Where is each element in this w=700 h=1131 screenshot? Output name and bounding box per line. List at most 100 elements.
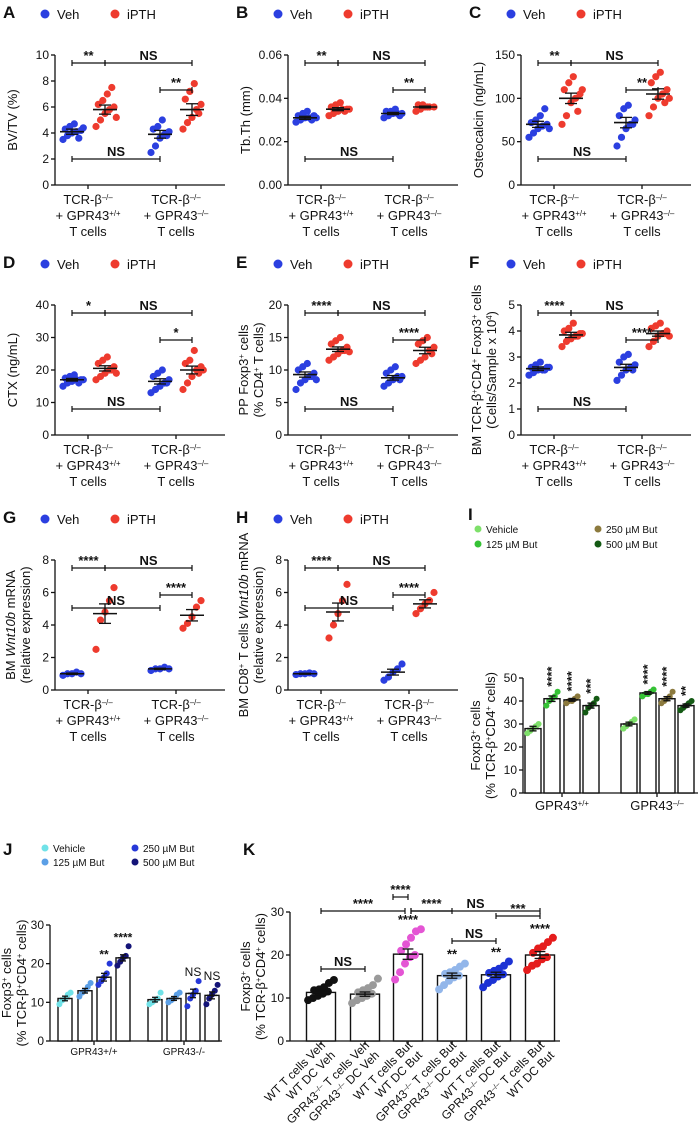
bar-group: ** [677,685,695,794]
data-point [617,371,626,379]
text-segment: –/– [431,209,443,218]
x-tick-label: + GPR43–/– [377,208,442,223]
text-segment: –/– [190,443,202,452]
data-group [92,353,120,384]
data-point [574,693,581,700]
x-tick-label: + GPR43–/– [377,713,442,728]
legend-marker-veh [506,9,516,19]
y-tick-label: 30 [36,331,50,345]
significance-bracket: **** [410,896,453,914]
text-segment: –/– [423,698,435,707]
significance-label: NS [107,144,125,159]
bar [658,698,676,794]
data-point [176,989,183,996]
data-point [197,100,205,108]
data-point [504,957,513,966]
panel-letter: C [469,3,481,22]
text-segment: TCR-β [296,442,335,457]
data-point [96,116,105,124]
text-segment: T cells [69,224,107,239]
bar-group: **** [658,666,676,794]
data-group [380,363,406,390]
x-tick-label: TCR-β–/– [617,192,667,207]
y-tick-label: 0.04 [259,91,283,105]
significance-bracket: **** [390,882,412,900]
significance-label: NS [573,144,591,159]
x-tick-label: TCR-β–/– [384,697,434,712]
significance-label: NS [334,954,352,969]
text-segment: cells [468,700,483,730]
significance-bracket: NS [104,553,193,571]
bar [115,957,131,1042]
text-segment: –/– [190,698,202,707]
data-point [593,695,600,702]
legend-label-ipth: iPTH [127,7,156,22]
text-segment: + [0,977,9,982]
legend-marker-ipth [110,9,120,19]
data-group [645,319,673,351]
text-segment: –/– [656,443,668,452]
significance-bracket: NS [570,48,659,66]
text-segment: + [15,984,24,989]
bar [563,699,581,794]
data-point [329,975,338,984]
data-point [543,702,550,709]
data-point [67,989,74,996]
bar-group: **** [563,670,581,794]
bar-group: ** [435,947,469,1042]
y-axis-label: PP Foxp3+ cells [236,324,251,416]
significance-bracket: ** [392,75,426,93]
data-point [373,974,382,983]
x-tick-label: TCR-β–/– [151,697,201,712]
data-point [650,686,657,693]
data-point [70,120,78,128]
text-segment: GPR43 [535,798,578,813]
legend-label: Vehicle [53,844,86,855]
data-point [688,698,695,704]
significance-bracket: **** [71,553,106,571]
text-segment: Osteocalcin (ng/mL) [471,62,486,178]
legend-label-veh: Veh [57,257,79,272]
data-point [105,597,114,605]
data-point [303,359,311,368]
data-point [188,372,196,381]
data-point [103,90,111,98]
significance-label: ** [404,75,415,90]
data-group [558,319,586,351]
text-segment: + GPR43 [288,208,342,223]
panel-letter: K [243,840,256,859]
x-tick-label: T cells [157,474,195,489]
data-point [582,709,589,716]
significance-label: **** [353,896,374,911]
significance-label: NS [107,593,125,608]
data-point [329,621,338,629]
significance-bracket: **** [537,298,572,316]
data-group [558,73,586,128]
text-segment: T cells [302,729,340,744]
text-segment: T cells [535,224,573,239]
x-tick-label: + GPR43–/– [144,713,209,728]
panel-c: C Veh iPTH 0 50 100 150 Osteocalcin (ng/mL) TCR-… [469,3,691,239]
x-tick-label: + GPR43–/– [610,208,675,223]
text-segment: –/– [423,443,435,452]
bar-group: ** [95,948,113,1042]
legend-label: 500 µM But [143,858,195,869]
significance-label: NS [372,298,390,313]
y-axis-label: Tb.Th (mm) [238,86,253,154]
text-segment: BM TCR-β [469,394,484,455]
significance-bracket: NS [537,144,627,162]
x-tick-label: T cells [623,224,661,239]
legend-label: 250 µM But [143,844,195,855]
legend-marker-veh [40,514,50,524]
text-segment: –/– [664,459,676,468]
data-point [99,96,107,105]
data-point [211,987,218,994]
text-segment: + [239,971,248,976]
x-tick-label: T cells [157,224,195,239]
y-tick-label: 2 [275,651,282,665]
text-segment: + GPR43 [521,458,575,473]
bar-group: **** [543,666,561,794]
text-segment: T cells [157,474,195,489]
text-segment: + GPR43 [610,208,664,223]
